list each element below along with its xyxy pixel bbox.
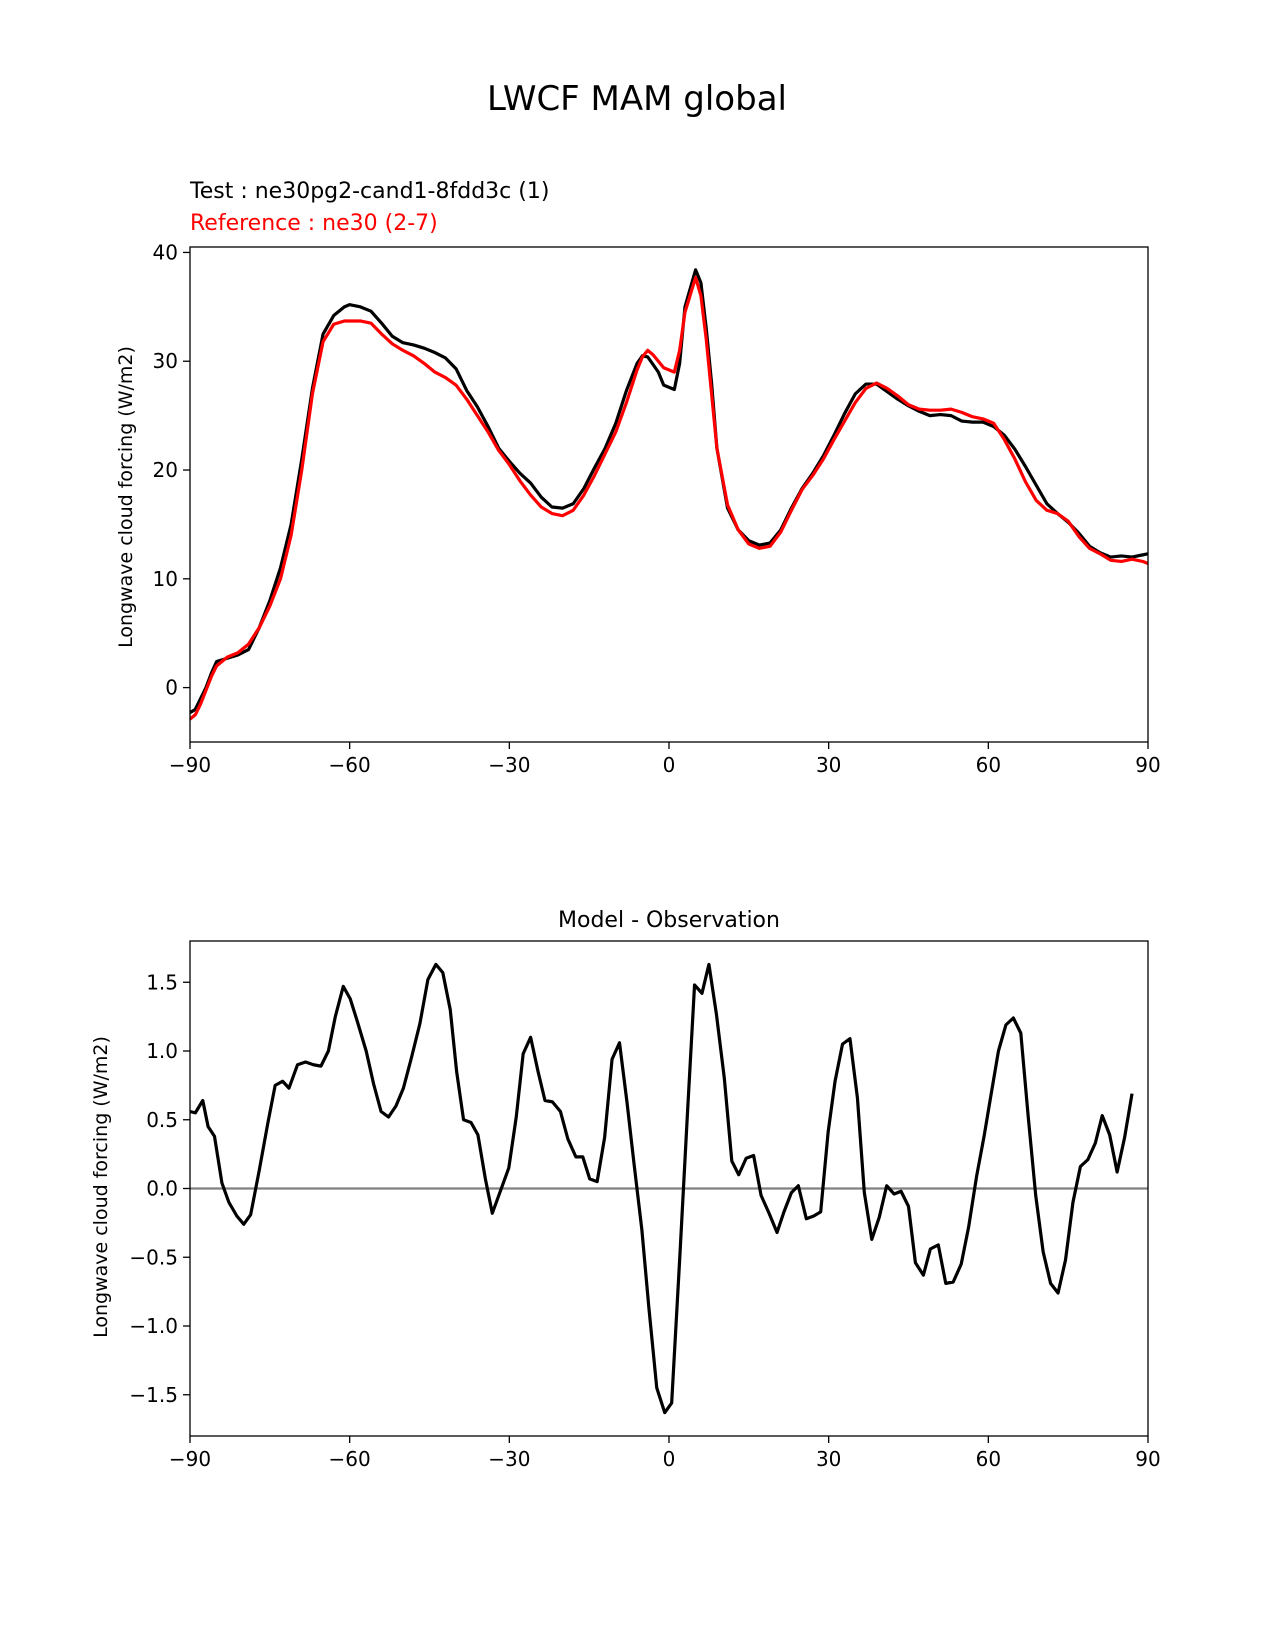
bottom-plot-frame: [189, 940, 1149, 1437]
bottom-x-tick-label: −30: [488, 1447, 530, 1471]
top-series-test-line: [189, 268, 1149, 714]
bottom-y-tick-label: −1.5: [129, 1383, 178, 1407]
top-y-tick-label: 20: [153, 458, 178, 482]
top-x-tick-label: 60: [976, 753, 1001, 777]
bottom-subplot: Model - Observation Longwave cloud forci…: [90, 908, 1161, 1471]
bottom-x-tick-label: 0: [663, 1447, 676, 1471]
top-axis-ticks: −90 −60 −30 0 30 60 90 0 10 20 30 40: [153, 240, 1161, 777]
bottom-y-tick-label: −1.0: [129, 1314, 178, 1338]
bottom-y-tick-label: 0.5: [146, 1108, 178, 1132]
top-y-tick-label: 30: [153, 349, 178, 373]
top-y-axis-label: Longwave cloud forcing (W/m2): [115, 346, 137, 648]
bottom-x-tick-label: 30: [816, 1447, 841, 1471]
top-series-lines: [188, 268, 1149, 721]
bottom-y-axis-label: Longwave cloud forcing (W/m2): [90, 1036, 112, 1338]
top-y-tick-label: 0: [165, 676, 178, 700]
top-x-tick-label: 0: [663, 753, 676, 777]
bottom-x-tick-label: −90: [169, 1447, 211, 1471]
top-plot-frame: [189, 246, 1149, 743]
top-x-tick-label: −90: [169, 753, 211, 777]
reference-case-title: Reference : ne30 (2-7): [190, 211, 438, 236]
top-x-tick-label: 90: [1135, 753, 1160, 777]
figure-suptitle: LWCF MAM global: [487, 79, 787, 119]
bottom-axis-ticks: −90 −60 −30 0 30 60 90 −1.5 −1.0 −0.5 0.0 0.5 1.0 1.5: [129, 970, 1160, 1471]
top-x-tick-label: −60: [329, 753, 371, 777]
bottom-series-model-observation-line: [189, 962, 1134, 1415]
bottom-y-tick-label: 0.0: [146, 1177, 178, 1201]
top-x-tick-label: −30: [488, 753, 530, 777]
bottom-series-lines: [189, 962, 1148, 1415]
bottom-plot-title: Model - Observation: [558, 908, 780, 933]
bottom-y-tick-label: 1.0: [146, 1039, 178, 1063]
test-case-title: Test : ne30pg2-cand1-8fdd3c (1): [189, 179, 549, 204]
top-y-tick-label: 10: [153, 567, 178, 591]
bottom-x-tick-label: −60: [329, 1447, 371, 1471]
bottom-x-tick-label: 90: [1135, 1447, 1160, 1471]
top-subplot: Test : ne30pg2-cand1-8fdd3c (1) Referenc…: [115, 179, 1161, 777]
top-x-tick-label: 30: [816, 753, 841, 777]
top-series-reference-line: [188, 275, 1149, 721]
bottom-y-tick-label: 1.5: [146, 970, 178, 994]
bottom-x-tick-label: 60: [976, 1447, 1001, 1471]
bottom-y-tick-label: −0.5: [129, 1245, 178, 1269]
top-y-tick-label: 40: [153, 240, 178, 264]
